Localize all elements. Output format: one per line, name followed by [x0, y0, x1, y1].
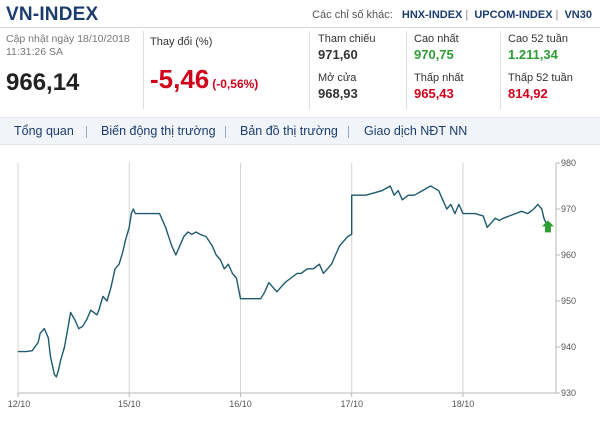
series-line	[18, 185, 549, 378]
stat-reference: Tham chiếu 971,60	[318, 33, 375, 61]
link-vn30[interactable]: VN30	[564, 9, 592, 21]
chart-grid	[128, 163, 464, 393]
stat-label: Mở cửa	[318, 72, 357, 84]
y-tick-label: 930	[561, 388, 576, 398]
stat-high: Cao nhất 970,75	[414, 33, 459, 61]
nav-separator	[225, 126, 226, 138]
separator: |	[465, 9, 469, 21]
stat-high-52w: Cao 52 tuần 1.211,34	[508, 33, 568, 61]
stat-value: 965,43	[414, 86, 454, 101]
divider	[309, 31, 310, 109]
y-tick-label: 960	[561, 250, 576, 260]
x-tick-label: 18/10	[452, 399, 475, 409]
tab-market-map[interactable]: Bản đồ thị trường	[240, 124, 338, 138]
stat-value: 1.211,34	[508, 47, 558, 62]
page-title: VN-INDEX	[6, 4, 99, 25]
change-label: Thay đổi (%)	[150, 36, 213, 48]
y-tick-label: 970	[561, 204, 576, 214]
tab-foreign-trading[interactable]: Giao dịch NĐT NN	[364, 124, 468, 138]
x-tick-label: 17/10	[340, 399, 363, 409]
up-arrow-icon	[541, 220, 554, 233]
stat-value: 968,93	[318, 86, 358, 101]
update-date: Cập nhật ngày 18/10/2018	[6, 33, 130, 45]
link-upcom-index[interactable]: UPCOM-INDEX	[474, 9, 553, 21]
change-absolute: -5,46	[150, 64, 210, 94]
stat-label: Cao nhất	[414, 33, 459, 45]
chart-series	[18, 185, 549, 378]
change-percent: (-0,56%)	[212, 77, 259, 91]
x-tick-label: 16/10	[229, 399, 252, 409]
stat-value: 971,60	[318, 47, 358, 62]
change-value: -5,46 (-0,56%)	[150, 64, 258, 95]
stat-label: Cao 52 tuần	[508, 33, 568, 45]
stat-label: Thấp 52 tuần	[508, 72, 573, 84]
chart-marker	[541, 220, 554, 233]
link-hnx-index[interactable]: HNX-INDEX	[401, 9, 463, 21]
x-tick-label: 12/10	[8, 399, 31, 409]
separator: |	[555, 9, 559, 21]
stat-label: Tham chiếu	[318, 33, 376, 45]
update-time: 11:31:26 SA	[6, 46, 64, 58]
update-timestamp: Cập nhật ngày 18/10/2018 11:31:26 SA	[6, 33, 144, 59]
other-indices-label: Các chỉ số khác:	[312, 9, 393, 21]
nav-separator	[348, 126, 349, 138]
tab-overview[interactable]: Tổng quan	[14, 124, 74, 138]
tab-market-movement[interactable]: Biến động thị trường	[101, 124, 216, 138]
stat-label: Thấp nhất	[414, 72, 464, 84]
divider	[143, 31, 144, 109]
chart-axes	[17, 163, 557, 394]
y-tick-label: 980	[561, 158, 576, 168]
stat-value: 814,92	[508, 86, 548, 101]
divider	[500, 31, 501, 109]
other-indices-bar: Các chỉ số khác: HNX-INDEX | UPCOM-INDEX |…	[312, 9, 592, 21]
index-price: 966,14	[6, 69, 80, 96]
stat-open: Mở cửa 968,93	[318, 72, 358, 100]
stat-low: Thấp nhất 965,43	[414, 72, 464, 100]
nav-separator	[86, 126, 87, 138]
chart-ticks: 12/10 15/10 16/10 17/10 18/10 930 940 950 960 970…	[8, 158, 576, 409]
stat-low-52w: Thấp 52 tuần 814,92	[508, 72, 573, 100]
x-tick-label: 15/10	[118, 399, 141, 409]
divider	[406, 31, 407, 109]
header-divider	[0, 27, 600, 28]
stat-value: 970,75	[414, 47, 454, 62]
price-chart: 12/10 15/10 16/10 17/10 18/10 930 940 950 960 970…	[8, 158, 576, 409]
y-tick-label: 950	[561, 296, 576, 306]
nav-bar: Tổng quan Biến động thị trường Bản đồ th…	[0, 117, 600, 145]
y-tick-label: 940	[561, 342, 576, 352]
